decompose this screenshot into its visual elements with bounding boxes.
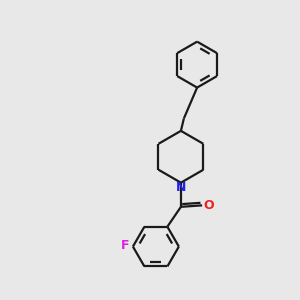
Text: O: O: [203, 199, 214, 212]
Text: N: N: [176, 182, 186, 194]
Text: F: F: [120, 238, 129, 252]
